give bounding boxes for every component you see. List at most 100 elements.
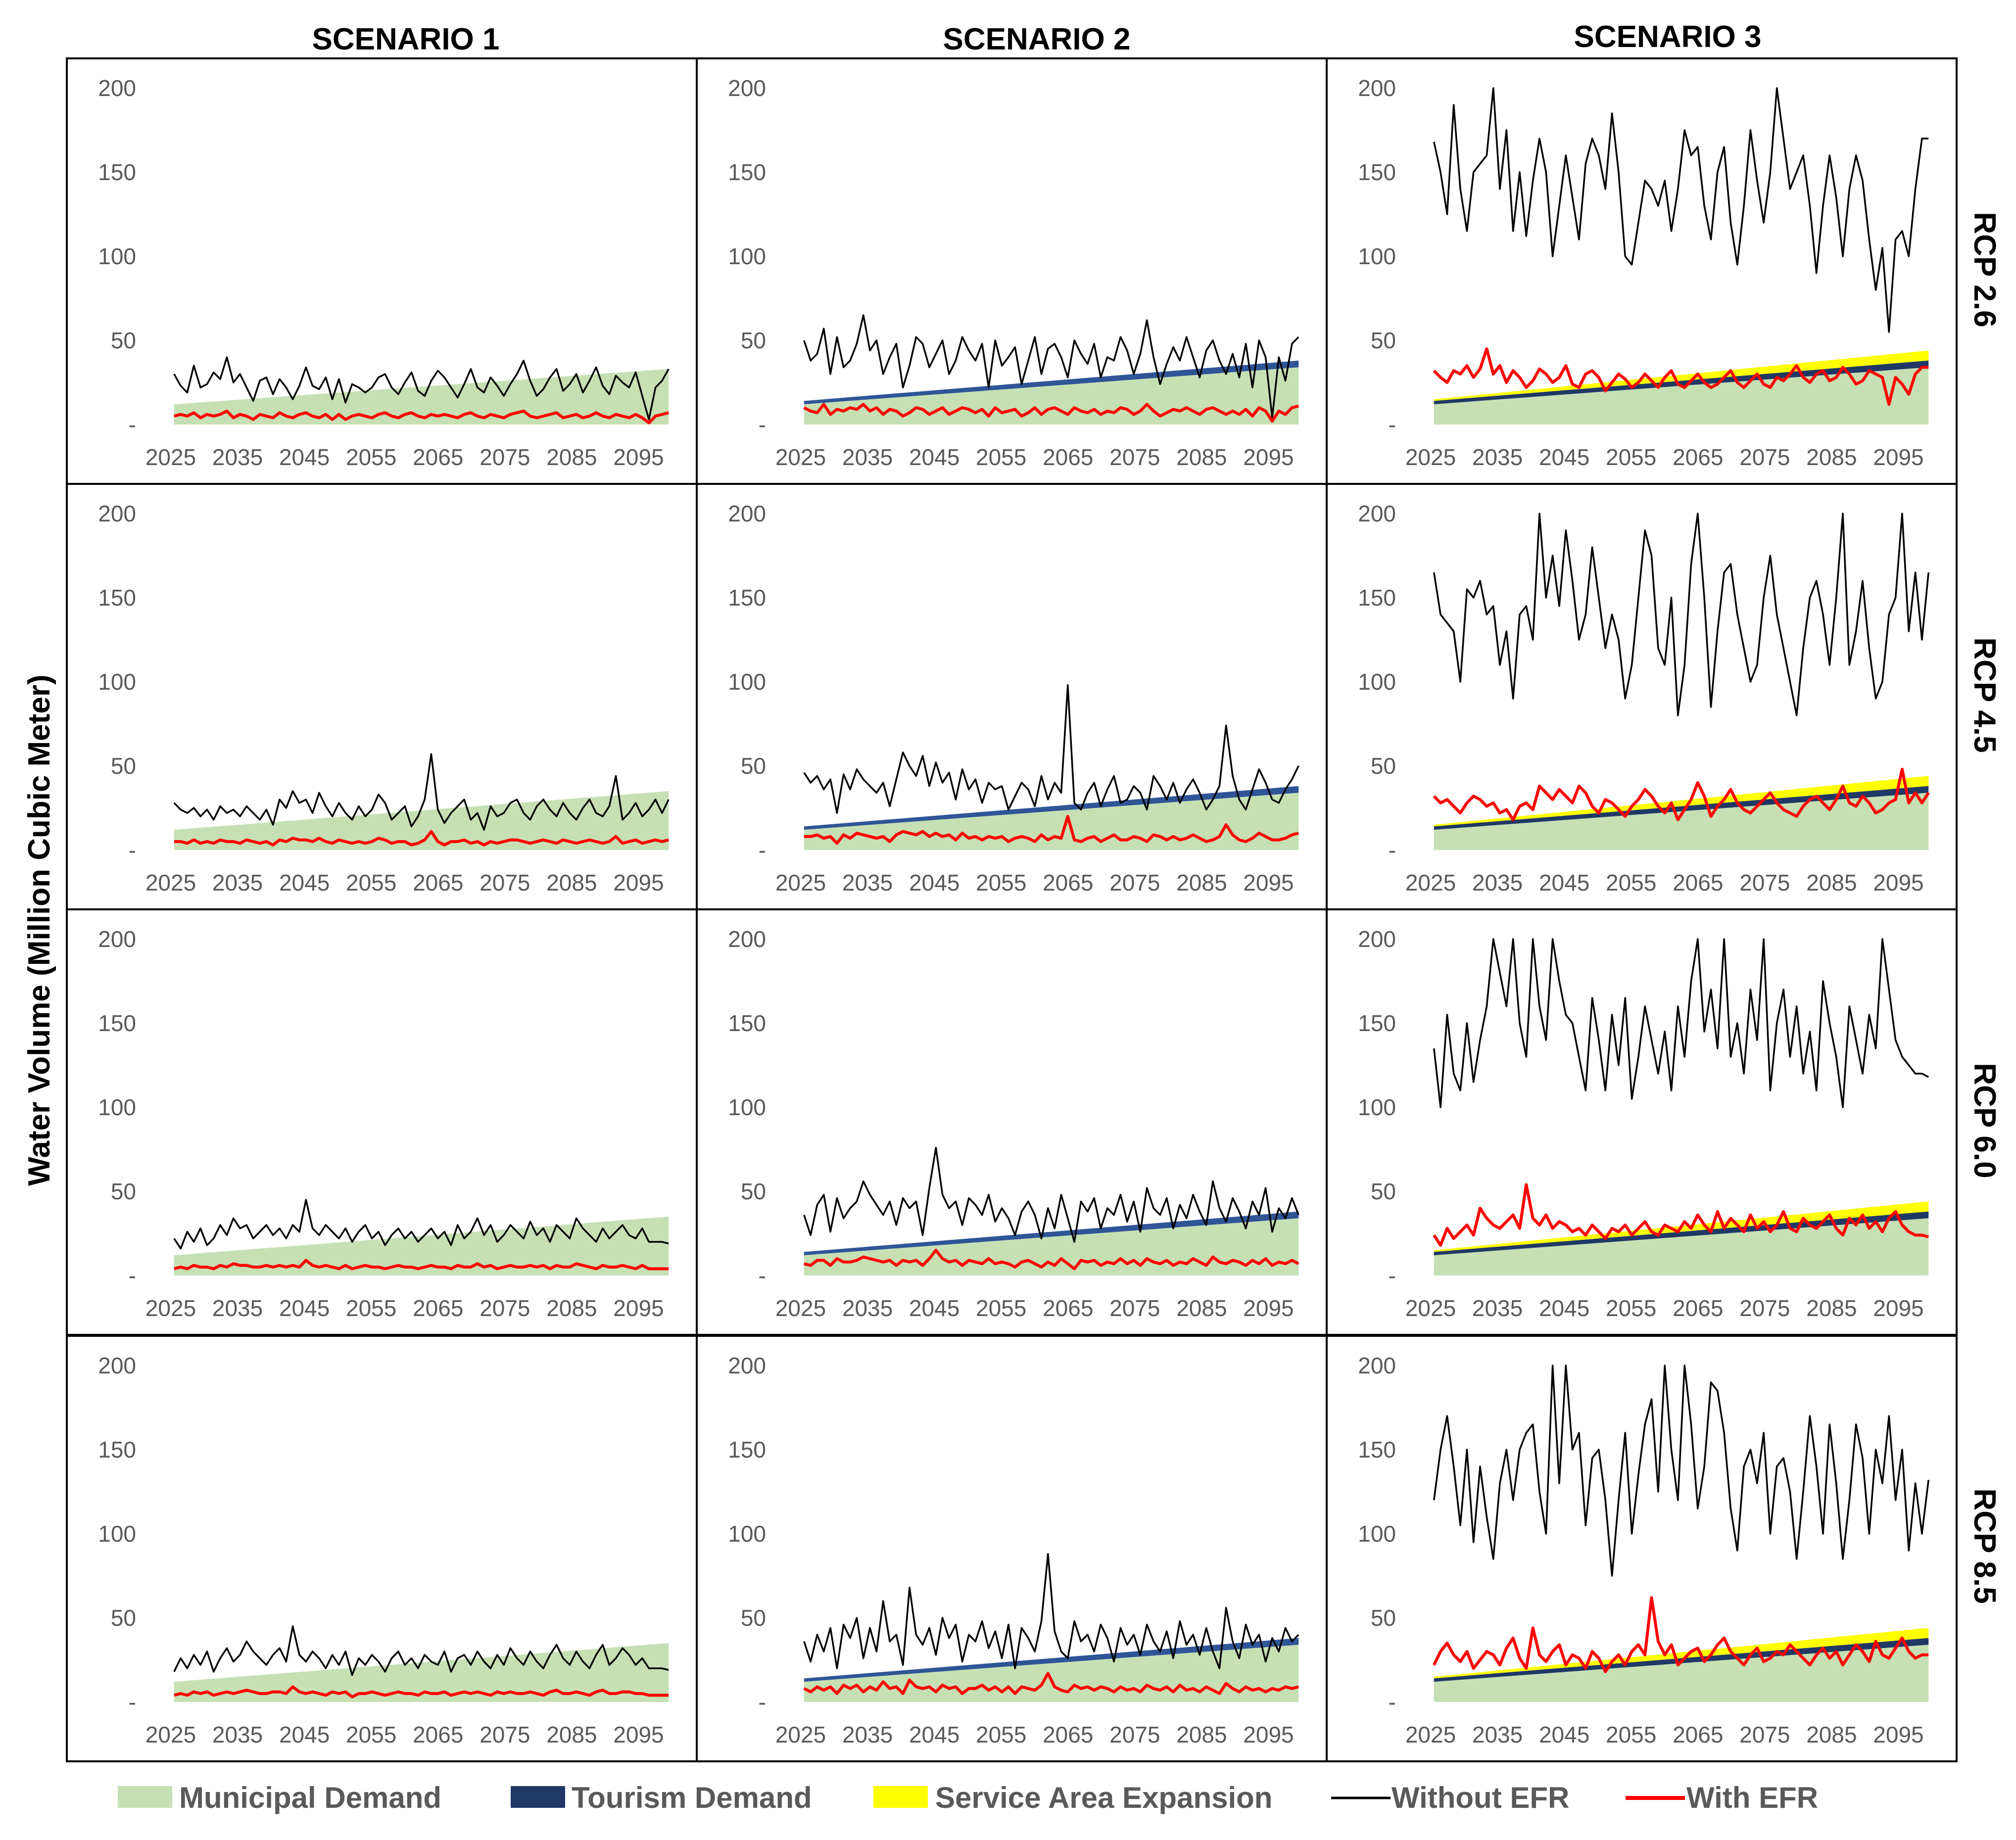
x-tick-label: 2045 (1539, 1295, 1589, 1321)
x-tick-label: 2095 (613, 1722, 664, 1747)
x-tick-label: 2075 (480, 1722, 530, 1747)
x-tick-label: 2095 (1873, 444, 1923, 470)
y-tick-label: 150 (728, 1010, 766, 1036)
x-tick-label: 2075 (480, 1295, 530, 1321)
x-tick-label: 2065 (1673, 444, 1723, 470)
panel-rcp-2-6-scenario-1: - 50 100 150 200 2025 2035 2045 2055 2065 2075 2085… (66, 57, 698, 485)
legend-label-without-efr: Without EFR (1392, 1781, 1569, 1814)
x-tick-label: 2095 (1873, 870, 1923, 896)
x-tick-label: 2035 (212, 444, 263, 470)
x-tick-label: 2025 (775, 1722, 826, 1747)
x-tick-label: 2065 (1673, 1722, 1723, 1747)
x-tick-label: 2095 (1873, 1722, 1923, 1747)
service-area-expansion-band (1434, 1628, 1929, 1679)
x-tick-label: 2085 (546, 1295, 597, 1321)
y-tick-label: 200 (1358, 75, 1396, 101)
x-tick-label: 2025 (775, 1295, 826, 1321)
panel-rcp-6-0-scenario-3: - 50 100 150 200 2025 2035 2045 2055 2065 2075 2085… (1326, 908, 1958, 1336)
x-tick-label: 2025 (1405, 870, 1456, 896)
without-efr-line (803, 684, 1299, 814)
x-tick-label: 2035 (212, 1722, 263, 1747)
x-tick-label: 2065 (1043, 444, 1093, 470)
y-tick-label: 200 (728, 75, 766, 101)
panel-rcp-8-5-scenario-2: - 50 100 150 200 2025 2035 2045 2055 2065 2075 2085… (696, 1335, 1328, 1762)
x-tick-label: 2055 (976, 1722, 1026, 1747)
y-tick-label: - (1389, 1263, 1396, 1288)
with-efr-line (174, 1259, 669, 1271)
x-tick-label: 2075 (1739, 1722, 1790, 1747)
y-tick-label: - (1389, 412, 1396, 437)
without-efr-line (173, 356, 670, 421)
row-label-rcp-4-5: RCP 4.5 (1968, 637, 2002, 753)
tourism-demand-band (804, 786, 1299, 830)
without-efr-line (173, 1625, 669, 1676)
y-tick-label: 200 (728, 501, 766, 526)
row-label-rcp-2-6: RCP 2.6 (1968, 212, 2002, 327)
x-tick-label: 2055 (976, 870, 1026, 896)
panel-rcp-2-6-scenario-2: - 50 100 150 200 2025 2035 2045 2055 2065 2075 2085… (696, 57, 1328, 485)
x-tick-label: 2025 (1405, 1295, 1456, 1321)
x-tick-label: 2055 (976, 1295, 1026, 1321)
x-tick-label: 2035 (212, 870, 263, 896)
without-efr-line (803, 314, 1299, 419)
y-tick-label: 200 (1358, 926, 1396, 952)
x-tick-label: 2035 (212, 1295, 263, 1321)
x-tick-label: 2095 (1243, 870, 1294, 896)
x-tick-label: 2055 (1606, 1295, 1656, 1321)
panel-rcp-6-0-scenario-1: - 50 100 150 200 2025 2035 2045 2055 2065 2075 2085… (66, 908, 698, 1336)
y-tick-label: 100 (728, 1521, 766, 1547)
x-tick-label: 2065 (1043, 1722, 1093, 1747)
x-tick-label: 2085 (1806, 444, 1857, 470)
municipal-demand-area (1434, 1218, 1929, 1275)
tourism-demand-band (1434, 786, 1929, 830)
x-tick-label: 2085 (1806, 1295, 1857, 1321)
x-tick-label: 2055 (1606, 1722, 1656, 1747)
with-efr-line (1433, 767, 1930, 821)
x-tick-label: 2035 (842, 444, 893, 470)
x-tick-label: 2095 (1243, 1722, 1294, 1747)
panel-rcp-8-5-scenario-3: - 50 100 150 200 2025 2035 2045 2055 2065 2075 2085… (1326, 1335, 1958, 1762)
x-tick-label: 2025 (145, 444, 196, 470)
x-tick-label: 2085 (1176, 870, 1227, 896)
y-tick-label: 100 (98, 1521, 136, 1547)
tourism-demand-band (1434, 360, 1929, 405)
x-tick-label: 2055 (976, 444, 1026, 470)
without-efr-line (803, 1146, 1299, 1243)
legend-label-service: Service Area Expansion (935, 1781, 1272, 1814)
x-tick-label: 2055 (1606, 444, 1656, 470)
with-efr-line (803, 1672, 1299, 1695)
y-tick-label: 150 (728, 585, 766, 611)
legend-swatch-tourism (511, 1786, 565, 1808)
x-tick-label: 2085 (1806, 1722, 1857, 1747)
y-tick-label: 50 (111, 1605, 136, 1631)
x-tick-label: 2045 (279, 444, 330, 470)
y-tick-label: 50 (111, 328, 136, 353)
x-tick-label: 2055 (346, 444, 396, 470)
panels-grid: - 50 100 150 200 2025 2035 2045 2055 2065 2075 2085… (66, 57, 1958, 1762)
x-tick-label: 2035 (842, 1722, 893, 1747)
y-tick-label: - (759, 1689, 766, 1715)
y-tick-label: 200 (98, 501, 136, 526)
x-tick-label: 2085 (546, 870, 597, 896)
y-tick-label: 100 (1358, 669, 1396, 695)
x-tick-label: 2035 (842, 1295, 893, 1321)
y-tick-label: 200 (98, 926, 136, 952)
column-title-scenario-2: SCENARIO 2 (943, 22, 1131, 56)
y-tick-label: 150 (1358, 1010, 1396, 1036)
legend-label-tourism: Tourism Demand (572, 1781, 812, 1814)
y-tick-label: - (759, 412, 766, 437)
x-tick-label: 2025 (145, 1722, 196, 1747)
x-tick-label: 2025 (1405, 444, 1456, 470)
legend-label-with-efr: With EFR (1686, 1781, 1818, 1814)
x-tick-label: 2095 (613, 1295, 664, 1321)
x-tick-label: 2025 (775, 444, 826, 470)
legend-swatch-municipal (118, 1786, 172, 1808)
y-tick-label: 200 (1358, 1353, 1396, 1378)
with-efr-line (174, 409, 669, 425)
x-tick-label: 2075 (1109, 444, 1160, 470)
x-tick-label: 2025 (145, 870, 196, 896)
y-tick-label: - (1389, 1689, 1396, 1715)
x-tick-label: 2085 (1176, 1722, 1227, 1747)
x-tick-label: 2055 (346, 870, 396, 896)
